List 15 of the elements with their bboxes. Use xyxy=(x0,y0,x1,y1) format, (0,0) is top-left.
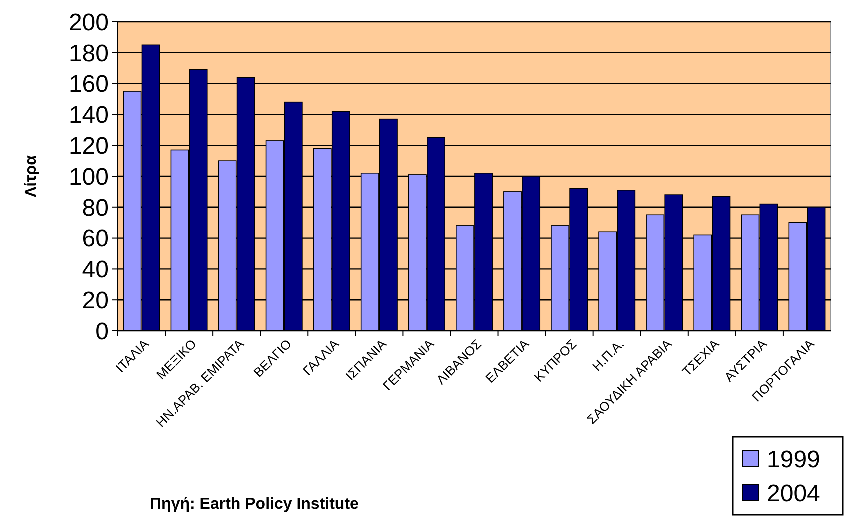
y-tick-label: 120 xyxy=(68,133,109,160)
legend-label: 2004 xyxy=(767,480,820,508)
y-tick-label: 20 xyxy=(82,288,109,314)
y-tick-label: 200 xyxy=(68,9,109,36)
y-tick-label: 80 xyxy=(82,194,109,222)
y-tick-label: 140 xyxy=(68,102,109,130)
text: Πηγή: Earth Policy Institute xyxy=(150,496,360,513)
y-tick-label: 0 xyxy=(96,318,109,346)
y-tick-label: 160 xyxy=(68,71,109,98)
y-axis-title: Λίτρα xyxy=(23,155,40,198)
y-tick-label: 100 xyxy=(68,164,109,191)
legend-label: 1999 xyxy=(767,446,820,474)
y-tick-label: 180 xyxy=(68,40,109,68)
y-tick-label: 60 xyxy=(82,226,109,253)
y-tick-label: 40 xyxy=(82,256,109,284)
